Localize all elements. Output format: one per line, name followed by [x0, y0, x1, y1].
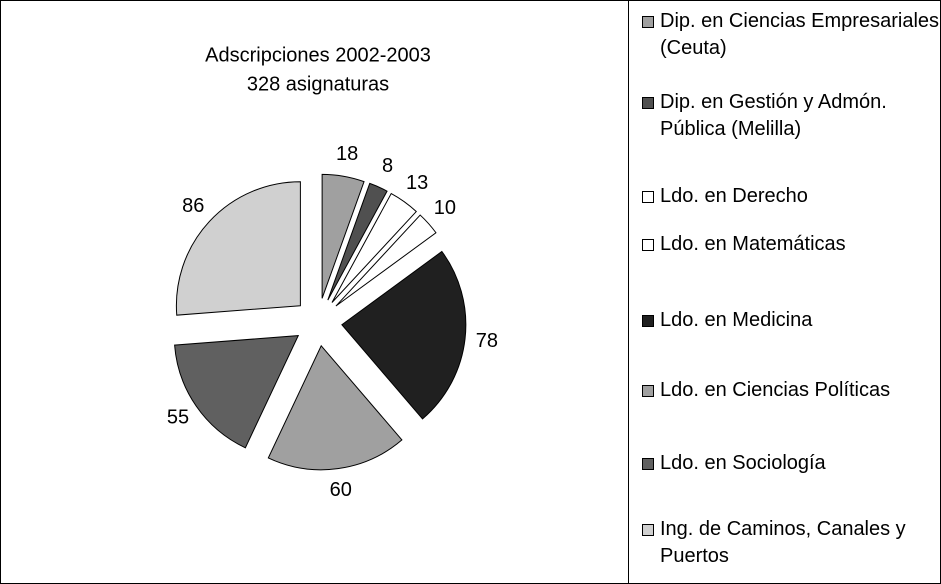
data-label: 10: [434, 197, 456, 219]
pie-slice: [175, 181, 301, 316]
legend-entry: Ing. de Caminos, Canales y Puertos: [640, 516, 940, 570]
legend-swatch: [642, 524, 654, 536]
chart-subtitle: 328 asignaturas: [247, 73, 389, 95]
legend-swatch: [642, 315, 654, 327]
data-label: 86: [182, 195, 204, 217]
legend-entry: Ldo. en Medicina: [640, 307, 940, 334]
legend-swatch: [642, 385, 654, 397]
legend-label: Ldo. en Matemáticas: [660, 233, 846, 255]
data-label: 13: [406, 172, 428, 194]
legend-entry: Ldo. en Sociología: [640, 450, 940, 477]
legend-label: Ldo. en Sociología: [660, 452, 826, 474]
legend-label: Dip. en Gestión y Admón. Pública (Melill…: [660, 91, 887, 140]
pie-slice: [321, 173, 365, 299]
legend-swatch: [642, 191, 654, 203]
data-label: 8: [382, 155, 393, 177]
legend-swatch: [642, 458, 654, 470]
chart-title: Adscripciones 2002-2003: [205, 44, 431, 66]
legend-swatch: [642, 239, 654, 251]
pie-slice: [341, 250, 467, 420]
legend-entry: Ldo. en Ciencias Políticas: [640, 377, 940, 404]
legend-entry: Ldo. en Matemáticas: [640, 231, 940, 258]
pie-slice: [331, 192, 417, 303]
legend-entry: Dip. en Gestión y Admón. Pública (Melill…: [640, 89, 940, 143]
data-label: 60: [330, 479, 352, 501]
legend-label: Ldo. en Medicina: [660, 309, 813, 331]
data-label: 78: [476, 330, 498, 352]
pie-slice: [335, 214, 437, 307]
legend-label: Ldo. en Derecho: [660, 185, 808, 207]
legend-label: Ing. de Caminos, Canales y Puertos: [660, 518, 906, 567]
pie-slice: [267, 344, 403, 471]
data-label: 55: [167, 407, 189, 429]
legend-swatch: [642, 16, 654, 28]
pie-slice: [174, 335, 300, 449]
legend-swatch: [642, 97, 654, 109]
data-label: 18: [336, 143, 358, 165]
pie-slice: [327, 182, 388, 301]
legend-entry: Dip. en Ciencias Empresariales (Ceuta): [640, 8, 940, 62]
legend-entry: Ldo. en Derecho: [640, 183, 940, 210]
legend-label: Dip. en Ciencias Empresariales (Ceuta): [660, 10, 940, 59]
legend-label: Ldo. en Ciencias Políticas: [660, 379, 891, 401]
